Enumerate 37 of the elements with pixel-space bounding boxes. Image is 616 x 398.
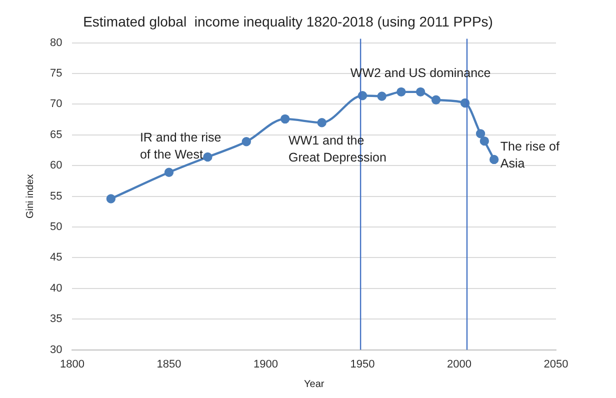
y-tick-label: 30 bbox=[50, 344, 62, 356]
point bbox=[396, 87, 406, 97]
annotation: The rise of Asia bbox=[500, 140, 560, 171]
point bbox=[280, 114, 290, 124]
x-tick-label: 1800 bbox=[60, 358, 84, 370]
y-tick-label: 65 bbox=[50, 128, 62, 141]
point bbox=[242, 137, 251, 146]
point bbox=[416, 87, 426, 97]
point bbox=[106, 194, 116, 204]
y-tick-label: 80 bbox=[50, 36, 62, 49]
y-tick-label: 50 bbox=[50, 221, 62, 234]
point bbox=[164, 168, 174, 177]
point bbox=[377, 92, 386, 101]
chart-title: Estimated global income inequality 1820-2018 (using 2011 PPPs) bbox=[83, 13, 493, 30]
point bbox=[476, 129, 486, 138]
y-tick-label: 60 bbox=[50, 160, 62, 172]
point bbox=[317, 118, 326, 128]
point bbox=[431, 95, 441, 104]
y-tick-label: 40 bbox=[50, 282, 62, 294]
point bbox=[203, 152, 212, 162]
x-axis-title: Year bbox=[304, 378, 325, 390]
x-tick-label: 2050 bbox=[544, 358, 568, 370]
point bbox=[489, 154, 499, 164]
annotation: IR and the rise of the West bbox=[140, 130, 222, 162]
point bbox=[358, 91, 368, 100]
y-tick-label: 75 bbox=[50, 68, 62, 80]
y-axis-title: Gini index bbox=[24, 174, 36, 219]
x-tick-label: 1950 bbox=[350, 358, 375, 370]
x-tick-label: 1900 bbox=[254, 358, 278, 370]
point bbox=[460, 98, 470, 108]
point bbox=[480, 136, 490, 146]
x-tick-label: 1850 bbox=[156, 358, 182, 370]
y-tick-label: 70 bbox=[50, 98, 62, 110]
y-tick-label: 55 bbox=[50, 190, 62, 202]
y-tick-label: 45 bbox=[50, 252, 62, 264]
x-tick-label: 2000 bbox=[447, 358, 472, 370]
y-tick-label: 35 bbox=[50, 313, 62, 326]
